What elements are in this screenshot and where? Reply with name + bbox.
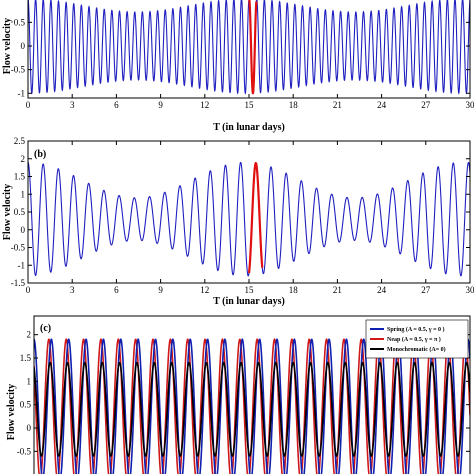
panel-b-y-axis-label: Flow velocity (2, 184, 13, 240)
panel-c-y-tick-label: 2 (27, 330, 32, 340)
panel-b-x-ticks: 0 3 6 9 12 15 18 21 24 27 30 (26, 141, 474, 295)
panel-b-x-tick-label: 0 (26, 285, 31, 295)
panel-c: (c) 2 1.5 1 0.5 0 -0.5 Flow velocity Spring (… (6, 315, 471, 474)
panel-c-y-tick-label: 0.5 (20, 400, 32, 410)
panel-a-x-ticks: 0 3 6 9 12 15 18 21 24 27 30 (26, 94, 474, 110)
legend: Spring (A = 0.5, γ = 0 ) Neap (A = 0.5, … (365, 319, 469, 359)
panel-b-y-tick-label: 0 (21, 225, 26, 235)
panel-a-plot-area (28, 0, 470, 95)
panel-a-x-tick-label: 30 (466, 100, 474, 110)
panel-b-y-tick-label: -1 (18, 260, 26, 270)
legend-entry-neap: Neap (A = 0.5, γ = π ) (387, 336, 441, 343)
panel-a-x-tick-label: 3 (70, 100, 75, 110)
panel-a-highlight-cycle (248, 0, 258, 95)
panel-b-y-tick-label: 2 (21, 154, 26, 164)
panel-b-series-line (28, 161, 470, 277)
panel-b-x-tick-label: 21 (333, 285, 342, 295)
panel-c-y-tick-label: 1.5 (20, 353, 32, 363)
panel-b-x-tick-label: 24 (377, 285, 387, 295)
panel-a-x-tick-label: 18 (289, 100, 299, 110)
panel-a-x-tick-label: 21 (333, 100, 342, 110)
panel-c-y-tick-label: 1 (27, 376, 32, 386)
panel-c-plot-area (34, 338, 470, 474)
panel-a-x-tick-label: 24 (377, 100, 387, 110)
panel-c-y-tick-label: -0.5 (17, 446, 32, 456)
panel-a-series-line (28, 0, 470, 95)
panel-b-y-tick-label: 2.5 (14, 136, 26, 146)
panel-b-y-tick-label: 0.5 (14, 207, 26, 217)
panel-c-y-ticks: 2 1.5 1 0.5 0 -0.5 (17, 330, 470, 456)
panel-b-y-tick-label: 1 (21, 189, 26, 199)
panel-b-plot-area (28, 161, 470, 277)
panel-c-frame (33, 315, 471, 474)
panel-a-x-tick-label: 9 (158, 100, 163, 110)
panel-a-x-tick-label: 6 (114, 100, 119, 110)
panel-b-x-tick-label: 12 (200, 285, 209, 295)
panel-b-y-tick-label: 1.5 (14, 172, 26, 182)
panel-b-x-tick-label: 9 (158, 285, 163, 295)
panel-a-x-tick-label: 15 (245, 100, 255, 110)
panel-a: 0.5 0 -0.5 -1 0 3 6 9 12 15 18 21 24 27 30 T (in luna… (2, 0, 474, 133)
panel-b-y-ticks: 2.5 2 1.5 1 0.5 0 -0.5 -1 -1.5 (11, 136, 470, 288)
panel-c-y-axis-label: Flow velocity (6, 384, 17, 440)
panel-b-x-tick-label: 3 (70, 285, 75, 295)
panel-a-y-tick-label: -1 (18, 88, 26, 98)
panel-b-y-tick-label: -0.5 (11, 243, 26, 253)
legend-entry-spring: Spring (A = 0.5, γ = 0 ) (387, 326, 444, 333)
panel-c-panel-tag: (c) (40, 323, 51, 334)
panel-a-x-tick-label: 12 (200, 100, 209, 110)
legend-entry-monochromatic: Monochromatic (A= 0) (387, 346, 446, 353)
panel-a-y-tick-label: 0 (21, 41, 26, 51)
panel-b-highlight-cycle (247, 161, 264, 274)
panel-a-y-axis-label: Flow velocity (2, 18, 13, 74)
panel-b-x-tick-label: 18 (289, 285, 299, 295)
panel-b-panel-tag: (b) (34, 149, 46, 160)
panel-b-x-axis-label: T (in lunar days) (213, 296, 285, 307)
panel-a-y-tick-label: 0.5 (14, 17, 26, 27)
panel-a-x-axis-label: T (in lunar days) (213, 122, 285, 133)
panel-c-series-monochromatic (34, 361, 470, 457)
panel-a-x-tick-label: 27 (421, 100, 431, 110)
panel-a-y-tick-label: -0.5 (11, 65, 26, 75)
panel-b-x-tick-label: 27 (421, 285, 431, 295)
panel-a-x-tick-label: 0 (26, 100, 31, 110)
panel-b-x-tick-label: 15 (245, 285, 255, 295)
panel-c-y-tick-label: 0 (27, 423, 32, 433)
panel-b-x-tick-label: 30 (466, 285, 474, 295)
panel-b-x-tick-label: 6 (114, 285, 119, 295)
panel-b-y-tick-label: -1.5 (11, 278, 26, 288)
panel-b: (b) 2.521.510.50-0.5-1-1.5 0 3 6 9 12 15 18 21 2… (2, 136, 474, 307)
panel-a-y-ticks: 0.5 0 -0.5 -1 (11, 17, 470, 98)
